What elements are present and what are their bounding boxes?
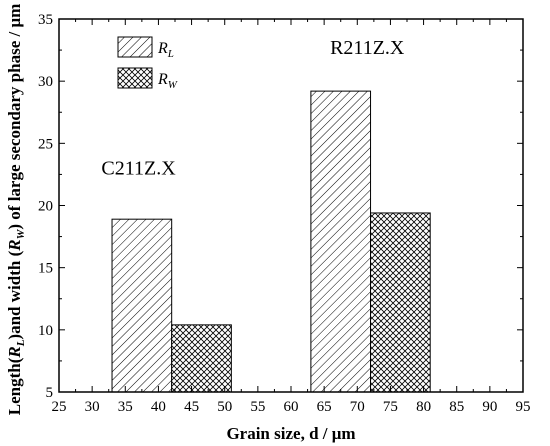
- y-title-part-3: L: [15, 339, 27, 347]
- annotations: C211Z.X R211Z.X: [101, 37, 405, 180]
- x-tick-label: 35: [118, 399, 133, 415]
- x-tick-label: 85: [449, 399, 464, 415]
- bar-series1-2: [310, 90, 372, 393]
- y-tick-label: 15: [38, 261, 53, 277]
- y-title-part-7: ) of large secondary phase / μm: [5, 4, 24, 230]
- y-tick-label: 30: [38, 74, 53, 90]
- y-tick-label: 20: [38, 199, 53, 215]
- y-title-part-5: R: [5, 239, 24, 251]
- x-tick-label: 90: [482, 399, 497, 415]
- x-tick-label: 40: [151, 399, 166, 415]
- annotation-label: R211Z.X: [330, 37, 405, 59]
- x-tick-label: 95: [516, 399, 531, 415]
- y-title-part-2: R: [5, 346, 24, 358]
- x-tick-label: 65: [317, 399, 332, 415]
- x-tick-label: 55: [250, 399, 265, 415]
- y-tick-label: 5: [46, 385, 54, 401]
- x-tick-label: 50: [217, 399, 232, 415]
- x-axis-title: Grain size, d / μm: [226, 424, 355, 443]
- legend: RL RW: [117, 36, 178, 91]
- legend-swatch-rl: [117, 36, 153, 58]
- y-axis-title: Length(RL)and width (RW) of large second…: [5, 4, 27, 416]
- bar-series2-1: [171, 324, 232, 393]
- x-tick-label: 30: [85, 399, 100, 415]
- x-tick-label: 75: [383, 399, 398, 415]
- annotation-label: C211Z.X: [101, 157, 176, 179]
- y-title-part-6: W: [15, 228, 27, 239]
- bar-series1-1: [111, 218, 173, 393]
- x-tick-label: 80: [416, 399, 431, 415]
- tick-labels: 25 30 35 40 45 50 55 60 65 70 75 80 85 90 95 5 10 15 20 25 3…: [38, 12, 531, 415]
- legend-label-rl: RL: [157, 40, 174, 60]
- legend-swatch-rw: [117, 67, 153, 89]
- bar-series2-2: [370, 212, 431, 393]
- x-tick-label: 25: [52, 399, 67, 415]
- x-tick-label: 45: [184, 399, 199, 415]
- legend-label-rw: RW: [157, 71, 178, 91]
- y-tick-label: 25: [38, 136, 53, 152]
- x-tick-label: 60: [284, 399, 299, 415]
- ticks: [58, 18, 524, 393]
- y-tick-label: 10: [38, 323, 53, 339]
- x-tick-label: 70: [350, 399, 365, 415]
- y-title-part-1: Length(: [5, 357, 24, 415]
- y-tick-label: 35: [38, 12, 53, 28]
- y-title-part-4: )and width (: [5, 250, 24, 339]
- bars: [111, 90, 431, 393]
